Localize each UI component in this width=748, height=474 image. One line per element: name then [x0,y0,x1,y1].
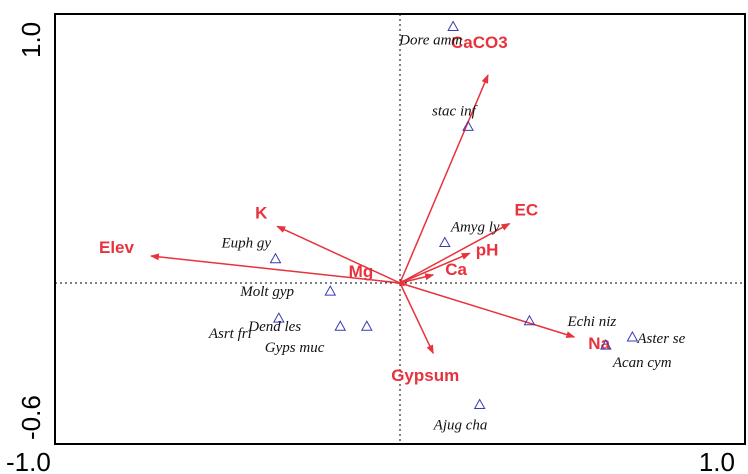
species-label-amyg-ly: Amyg ly [450,220,500,236]
vector-arrow-ph [399,252,471,284]
species-label-ajug-cha: Ajug cha [433,418,488,434]
species-marker-gyps-muc [360,320,373,331]
vector-arrow-gypsum [399,282,434,355]
species-marker-ajug-cha [473,398,486,409]
vector-label-ph: pH [476,240,499,259]
y-tick-label-min: -0.6 [16,395,46,440]
species-label-molt-gyp: Molt gyp [239,284,294,300]
species-label-dore-amm: Dore amm [398,33,462,49]
species-points: Dore amm stac inf Amyg ly Euph gy Molt gyp As… [208,20,686,434]
species-label-asrt-fri: Asrt fri [208,326,252,342]
species-marker-aster-se [626,330,639,342]
species-marker-echi-niz [523,314,536,326]
vector-label-k: K [255,203,268,222]
species-marker-dore-amm [447,20,459,31]
species-label-dend-les: Dend les [247,319,301,335]
vector-label-na: Na [588,334,610,353]
species-marker-stac-inf [462,120,474,131]
vector-arrow-k [276,225,401,284]
species-label-euph-gy: Euph gy [221,236,272,252]
vector-arrow-ec [399,222,511,284]
vector-label-elev: Elev [99,238,135,257]
species-marker-asrt-fri [272,312,285,323]
species-marker-amyg-ly [438,236,451,247]
x-tick-label-min: -1.0 [6,447,51,474]
vector-arrow-caco3 [399,74,489,284]
environmental-vectors: CaCO3 EC pH Ca Mg K Elev Gypsum Na [99,33,611,385]
vector-arrow-elev [150,253,401,284]
species-label-stac-inf: stac inf [432,103,478,119]
species-marker-dend-les [334,320,347,331]
species-marker-euph-gy [269,252,282,264]
vector-label-mg: Mg [349,262,374,281]
species-label-aster-se: Aster se [636,331,685,347]
vector-label-caco3: CaCO3 [451,33,508,52]
species-marker-acan-cym [599,339,612,350]
species-label-gyps-muc: Gyps muc [265,340,325,356]
vector-label-ca: Ca [445,260,467,279]
vector-label-ec: EC [515,201,539,220]
vector-label-gypsum: Gypsum [391,366,459,385]
y-tick-label-max: 1.0 [16,22,46,58]
species-label-echi-niz: Echi niz [566,314,616,330]
species-label-acan-cym: Acan cym [612,355,672,371]
species-marker-molt-gyp [324,285,337,296]
vector-arrow-ca [399,273,435,284]
x-tick-label-max: 1.0 [699,447,735,474]
vector-arrow-na [399,282,576,338]
